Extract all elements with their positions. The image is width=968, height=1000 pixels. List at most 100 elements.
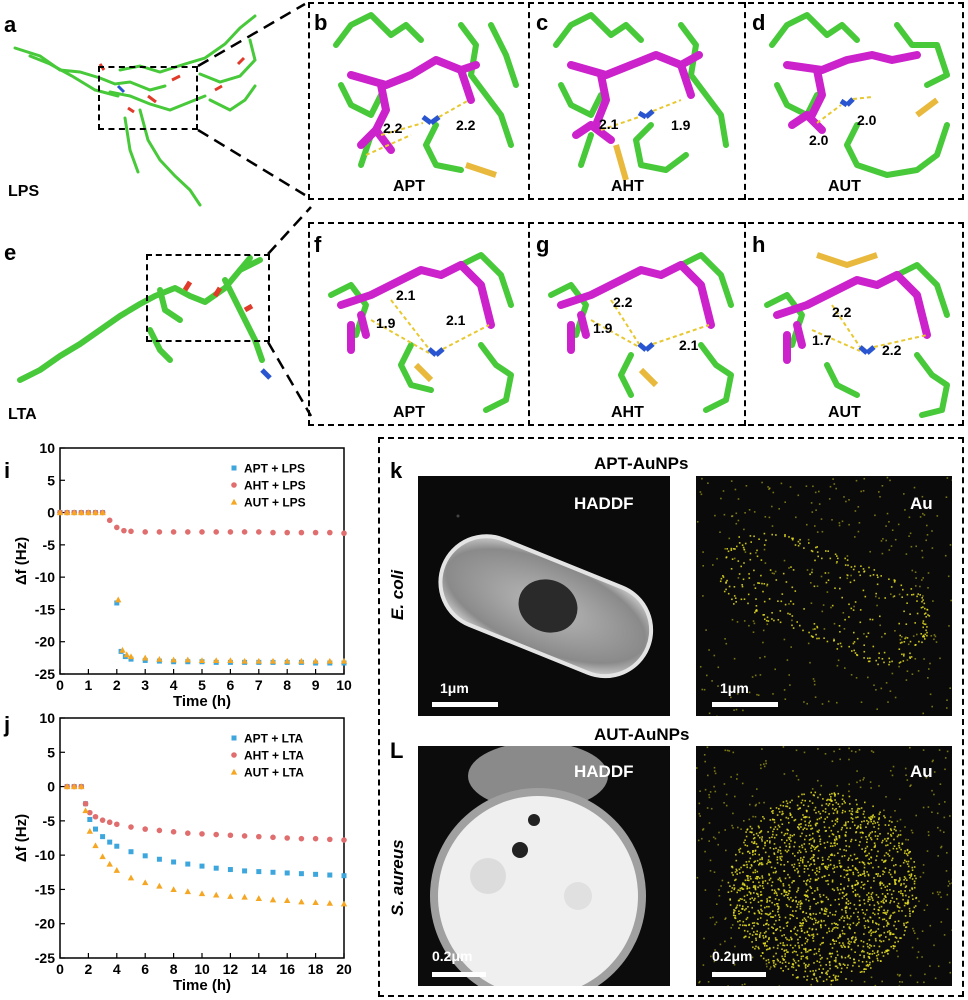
au-signal-dot bbox=[780, 853, 782, 855]
au-signal-dot bbox=[950, 544, 952, 546]
au-signal-dot bbox=[769, 517, 771, 519]
au-signal-dot bbox=[804, 827, 806, 829]
au-signal-dot bbox=[774, 893, 776, 895]
au-signal-dot bbox=[827, 817, 829, 819]
au-signal-dot bbox=[789, 684, 791, 686]
au-signal-dot bbox=[863, 820, 865, 822]
au-signal-dot bbox=[786, 891, 788, 893]
au-signal-dot bbox=[801, 956, 803, 958]
au-signal-dot bbox=[745, 551, 747, 553]
scalebar-bottom-left bbox=[432, 972, 486, 977]
au-signal-dot bbox=[750, 876, 752, 878]
au-signal-dot bbox=[795, 945, 797, 947]
au-signal-dot bbox=[756, 605, 758, 607]
au-signal-dot bbox=[800, 823, 802, 825]
au-signal-dot bbox=[740, 828, 742, 830]
au-signal-dot bbox=[814, 918, 816, 920]
data-point bbox=[327, 530, 333, 536]
au-signal-dot bbox=[894, 879, 896, 881]
zoom-box-e bbox=[146, 254, 270, 342]
au-signal-dot bbox=[944, 934, 946, 936]
au-signal-dot bbox=[801, 930, 803, 932]
au-signal-dot bbox=[921, 550, 923, 552]
au-signal-dot bbox=[861, 821, 863, 823]
au-signal-dot bbox=[817, 981, 819, 983]
au-signal-dot bbox=[814, 948, 816, 950]
au-signal-dot bbox=[813, 854, 815, 856]
au-signal-dot bbox=[915, 546, 917, 548]
au-signal-dot bbox=[742, 984, 744, 986]
au-signal-dot bbox=[789, 890, 791, 892]
au-signal-dot bbox=[921, 642, 923, 644]
au-signal-dot bbox=[724, 829, 726, 831]
au-signal-dot bbox=[816, 546, 818, 548]
au-signal-dot bbox=[868, 821, 870, 823]
au-signal-dot bbox=[779, 961, 781, 963]
au-signal-dot bbox=[793, 967, 795, 969]
au-signal-dot bbox=[893, 948, 895, 950]
au-signal-dot bbox=[885, 901, 887, 903]
au-signal-dot bbox=[754, 511, 756, 513]
au-signal-dot bbox=[730, 937, 732, 939]
y-axis-label: Δf (Hz) bbox=[13, 537, 30, 585]
au-signal-dot bbox=[774, 867, 776, 869]
au-signal-dot bbox=[818, 830, 820, 832]
au-signal-dot bbox=[768, 897, 770, 899]
au-signal-dot bbox=[880, 575, 882, 577]
data-point bbox=[256, 869, 261, 874]
au-signal-dot bbox=[771, 889, 773, 891]
data-point bbox=[284, 897, 290, 903]
au-signal-dot bbox=[735, 871, 737, 873]
au-signal-dot bbox=[889, 869, 891, 871]
au-signal-dot bbox=[888, 658, 890, 660]
au-signal-dot bbox=[817, 823, 819, 825]
au-signal-dot bbox=[715, 773, 717, 775]
au-signal-dot bbox=[791, 966, 793, 968]
au-signal-dot bbox=[869, 904, 871, 906]
au-signal-dot bbox=[863, 946, 865, 948]
au-signal-dot bbox=[779, 919, 781, 921]
au-signal-dot bbox=[782, 823, 784, 825]
title-apt-aunps: APT-AuNPs bbox=[594, 454, 688, 474]
au-signal-dot bbox=[753, 834, 755, 836]
au-signal-dot bbox=[875, 931, 877, 933]
au-signal-dot bbox=[878, 909, 880, 911]
au-signal-dot bbox=[864, 872, 866, 874]
au-signal-dot bbox=[836, 555, 838, 557]
au-signal-dot bbox=[907, 637, 909, 639]
au-signal-dot bbox=[775, 534, 777, 536]
au-signal-dot bbox=[844, 917, 846, 919]
au-signal-dot bbox=[866, 961, 868, 963]
au-signal-dot bbox=[927, 534, 929, 536]
au-signal-dot bbox=[756, 550, 758, 552]
au-signal-dot bbox=[870, 575, 872, 577]
au-signal-dot bbox=[699, 803, 701, 805]
au-signal-dot bbox=[819, 976, 821, 978]
au-signal-dot bbox=[821, 920, 823, 922]
au-signal-dot bbox=[912, 570, 914, 572]
au-signal-dot bbox=[796, 917, 798, 919]
data-point bbox=[93, 827, 98, 832]
au-signal-dot bbox=[870, 787, 872, 789]
au-signal-dot bbox=[893, 865, 895, 867]
au-signal-dot bbox=[757, 876, 759, 878]
au-signal-dot bbox=[823, 863, 825, 865]
au-signal-dot bbox=[872, 814, 874, 816]
au-signal-dot bbox=[820, 958, 822, 960]
au-signal-dot bbox=[799, 807, 801, 809]
au-signal-dot bbox=[764, 583, 766, 585]
au-signal-dot bbox=[903, 862, 905, 864]
au-signal-dot bbox=[863, 957, 865, 959]
au-signal-dot bbox=[918, 951, 920, 953]
au-signal-dot bbox=[816, 953, 818, 955]
au-signal-dot bbox=[906, 679, 908, 681]
au-signal-dot bbox=[834, 823, 836, 825]
au-signal-dot bbox=[814, 809, 816, 811]
au-signal-dot bbox=[784, 870, 786, 872]
y-tick-label: -20 bbox=[35, 916, 55, 932]
au-signal-dot bbox=[761, 482, 763, 484]
x-tick-label: 4 bbox=[170, 677, 178, 693]
au-signal-dot bbox=[758, 901, 760, 903]
au-signal-dot bbox=[768, 938, 770, 940]
au-signal-dot bbox=[900, 819, 902, 821]
